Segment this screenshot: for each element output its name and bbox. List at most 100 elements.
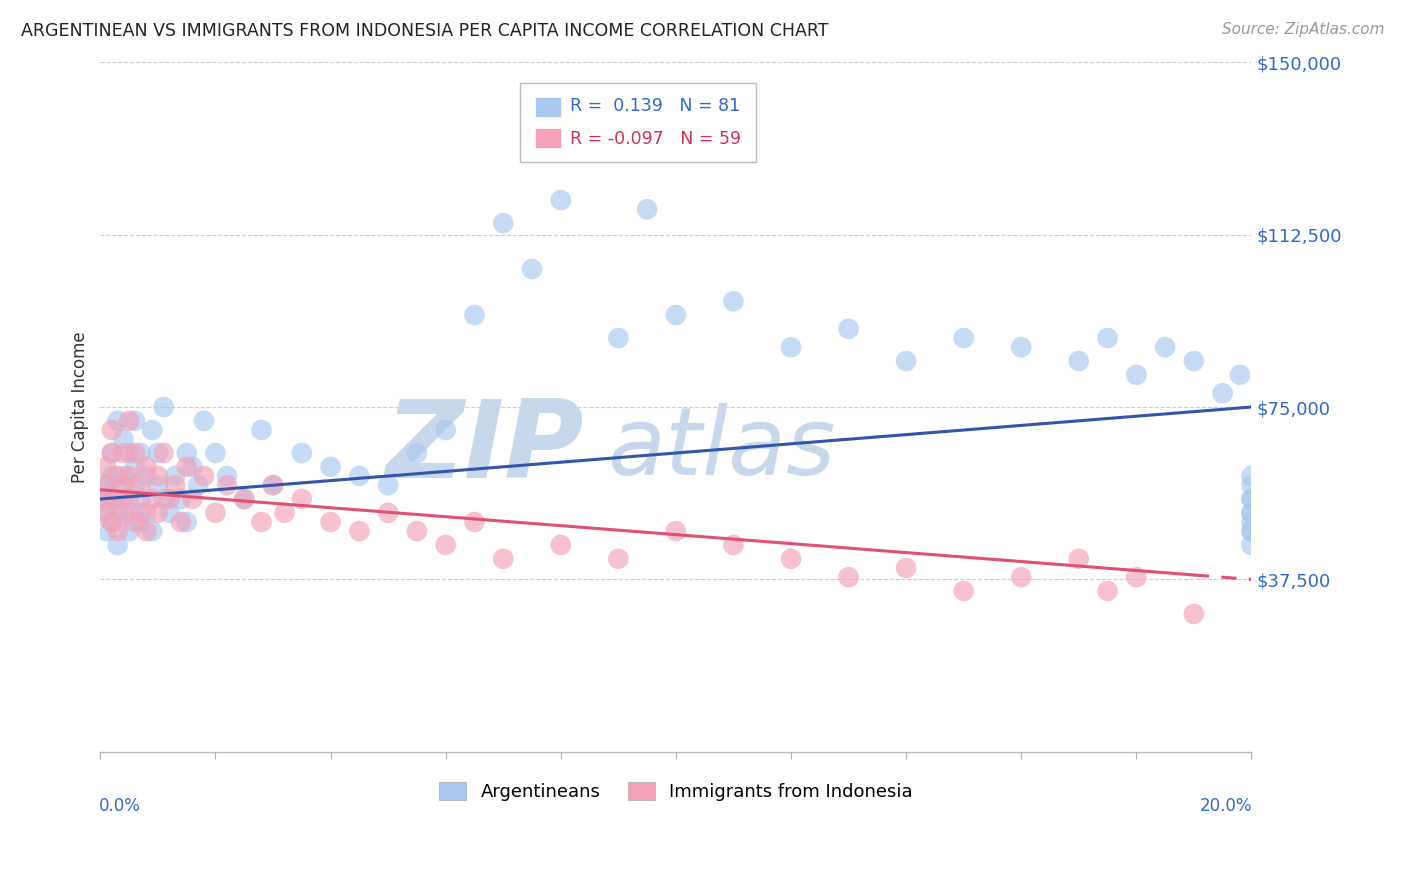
Point	[141, 423, 163, 437]
Point	[181, 491, 204, 506]
Point	[215, 469, 238, 483]
Point	[94, 524, 117, 539]
Point	[1240, 524, 1263, 539]
Point	[129, 478, 152, 492]
Point	[273, 506, 295, 520]
Point	[146, 446, 169, 460]
Point	[1097, 331, 1119, 345]
Point	[1067, 354, 1090, 368]
Point	[262, 478, 284, 492]
Point	[107, 491, 129, 506]
Point	[101, 423, 124, 437]
Point	[118, 469, 141, 483]
Point	[101, 446, 124, 460]
Point	[723, 294, 745, 309]
Point	[319, 459, 342, 474]
Text: Source: ZipAtlas.com: Source: ZipAtlas.com	[1222, 22, 1385, 37]
Point	[101, 515, 124, 529]
Point	[1182, 354, 1205, 368]
FancyBboxPatch shape	[520, 83, 756, 162]
Point	[107, 469, 129, 483]
Text: 20.0%: 20.0%	[1201, 797, 1253, 814]
Point	[1240, 506, 1263, 520]
Point	[204, 446, 226, 460]
Text: atlas: atlas	[607, 403, 835, 494]
Point	[492, 216, 515, 230]
Point	[1240, 491, 1263, 506]
Point	[550, 193, 572, 207]
Point	[349, 524, 371, 539]
Point	[107, 524, 129, 539]
Point	[94, 506, 117, 520]
Point	[94, 459, 117, 474]
Point	[118, 414, 141, 428]
Point	[135, 469, 157, 483]
Point	[118, 506, 141, 520]
Point	[894, 354, 917, 368]
Legend: Argentineans, Immigrants from Indonesia: Argentineans, Immigrants from Indonesia	[432, 774, 920, 808]
Point	[215, 478, 238, 492]
Point	[165, 478, 187, 492]
Point	[129, 506, 152, 520]
Point	[94, 478, 117, 492]
Point	[1010, 570, 1032, 584]
Point	[233, 491, 256, 506]
Point	[636, 202, 658, 217]
Point	[129, 515, 152, 529]
Point	[118, 524, 141, 539]
Point	[94, 506, 117, 520]
Point	[291, 491, 314, 506]
Point	[193, 414, 215, 428]
Point	[152, 400, 174, 414]
FancyBboxPatch shape	[536, 128, 561, 148]
Point	[112, 432, 135, 446]
Point	[112, 506, 135, 520]
Point	[262, 478, 284, 492]
Point	[1240, 506, 1263, 520]
Point	[112, 478, 135, 492]
Point	[124, 414, 146, 428]
Point	[101, 515, 124, 529]
Point	[1229, 368, 1251, 382]
Point	[129, 446, 152, 460]
Point	[135, 459, 157, 474]
Point	[124, 459, 146, 474]
Point	[124, 478, 146, 492]
Point	[894, 561, 917, 575]
Point	[406, 446, 429, 460]
Point	[1240, 478, 1263, 492]
Point	[492, 551, 515, 566]
Point	[1240, 515, 1263, 529]
Point	[1125, 570, 1147, 584]
Text: R = -0.097   N = 59: R = -0.097 N = 59	[569, 129, 741, 148]
Point	[181, 459, 204, 474]
Point	[463, 308, 485, 322]
Text: ZIP: ZIP	[385, 395, 583, 501]
Point	[170, 491, 193, 506]
Point	[952, 584, 974, 599]
Point	[780, 551, 803, 566]
Point	[146, 469, 169, 483]
Point	[780, 340, 803, 354]
Point	[107, 538, 129, 552]
Point	[152, 446, 174, 460]
Point	[434, 538, 457, 552]
Point	[152, 491, 174, 506]
Point	[124, 515, 146, 529]
Point	[349, 469, 371, 483]
Point	[176, 459, 198, 474]
Point	[1067, 551, 1090, 566]
Point	[193, 469, 215, 483]
Point	[233, 491, 256, 506]
Point	[250, 423, 273, 437]
Point	[1240, 469, 1263, 483]
Point	[94, 491, 117, 506]
Point	[1125, 368, 1147, 382]
Point	[1240, 524, 1263, 539]
Point	[838, 322, 860, 336]
Point	[1010, 340, 1032, 354]
Point	[176, 446, 198, 460]
FancyBboxPatch shape	[536, 96, 561, 118]
Point	[94, 478, 117, 492]
Point	[1240, 538, 1263, 552]
